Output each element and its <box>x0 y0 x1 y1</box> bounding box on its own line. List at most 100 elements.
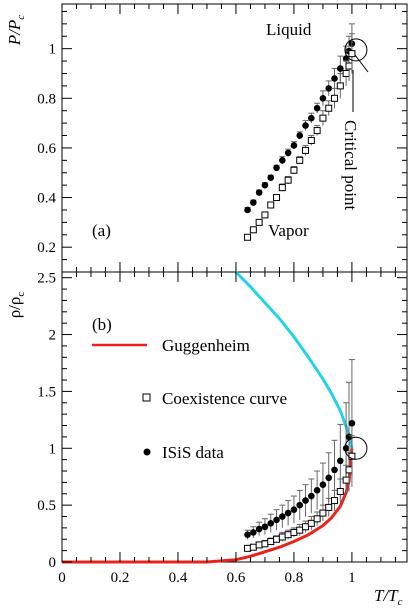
legend: Guggenheim Coexistence curve ISiS data <box>92 336 287 462</box>
coexistence-point <box>342 69 350 77</box>
isis-data-point <box>319 94 327 102</box>
isis-data-point <box>284 149 292 157</box>
coexistence-point <box>331 497 339 505</box>
coexistence-point <box>325 503 333 511</box>
svg-text:ρ/ρc: ρ/ρc <box>5 292 27 319</box>
y-tick-label: 2 <box>49 328 57 344</box>
critical-point-pointer <box>354 54 369 73</box>
coexistence-point <box>244 233 252 241</box>
y-tick-label: 2.5 <box>37 271 56 287</box>
coexistence-point <box>319 509 327 517</box>
coexistence-point <box>331 94 339 102</box>
y-tick-label: 0.4 <box>37 191 56 207</box>
isis-data-point <box>313 104 321 112</box>
isis-data-point <box>279 513 286 520</box>
coexistence-point <box>273 535 281 543</box>
y-tick-label: 1 <box>49 42 57 58</box>
isis-data-point <box>267 520 275 527</box>
coexistence-point <box>342 476 350 484</box>
coexistence-point <box>273 194 281 202</box>
svg-text:P/Pc: P/Pc <box>5 15 27 47</box>
isis-data-point <box>308 492 315 500</box>
coexistence-point <box>261 211 269 219</box>
y-tick-label: 0 <box>49 555 57 571</box>
coexistence-point <box>278 184 286 192</box>
isis-data-point <box>296 501 304 509</box>
y-tick-label: 0.6 <box>37 141 56 157</box>
coexistence-point <box>319 114 327 122</box>
svg-text:T/Tc: T/Tc <box>374 586 403 608</box>
coexistence-point <box>313 515 321 523</box>
isis-data-point <box>325 474 333 482</box>
panel-b-label: (b) <box>92 315 112 334</box>
isis-data-point <box>290 142 298 149</box>
legend-guggenheim-label: Guggenheim <box>162 336 250 355</box>
isis-data-point <box>261 523 269 531</box>
isis-data-point <box>250 199 257 206</box>
coexistence-point <box>307 519 315 527</box>
coexistence-point <box>325 104 333 112</box>
isis-data-point <box>337 65 344 72</box>
legend-isis-swatch <box>143 448 151 456</box>
isis-data-point <box>255 525 263 533</box>
coexistence-point <box>302 146 310 154</box>
coexistence-point <box>267 538 275 546</box>
x-tick-label: 1 <box>348 570 356 586</box>
coexistence-point <box>244 544 252 552</box>
coexistence-point <box>307 136 315 144</box>
critical-point-circle <box>344 38 368 62</box>
coexistence-point <box>255 218 263 226</box>
isis-data-point <box>308 114 315 122</box>
y-tick-label: 1.5 <box>37 384 56 400</box>
isis-data-point <box>279 157 286 164</box>
y-tick-label: 1 <box>49 441 57 457</box>
isis-data-point <box>250 529 257 536</box>
coexistence-point <box>284 531 292 539</box>
y-tick-label: 0.5 <box>37 498 56 514</box>
coexistence-point <box>267 201 275 209</box>
coexistence-point <box>249 226 257 234</box>
x-tick-label: 0.8 <box>285 570 304 586</box>
isis-data-point <box>290 506 298 513</box>
coexistence-point <box>336 82 344 90</box>
isis-data-point <box>273 516 280 524</box>
isis-data-point <box>331 466 338 474</box>
coexistence-point <box>284 176 292 184</box>
isis-data-point <box>273 164 280 172</box>
isis-data-point <box>313 487 321 494</box>
coexistence-point <box>345 466 353 474</box>
y-tick-label: 0.2 <box>37 240 56 256</box>
panel-a-pressure-plot: 0.2 0.4 0.6 0.8 1 (a) Liquid Vapor Critical … <box>5 3 408 273</box>
coexistence-point <box>255 541 263 549</box>
coexistence-point <box>302 523 310 531</box>
coexistence-point <box>313 127 321 135</box>
annotation-vapor: Vapor <box>268 221 309 240</box>
isis-data-point <box>342 444 350 452</box>
coexistence-point <box>348 50 356 58</box>
isis-data-point <box>348 419 356 427</box>
coexistence-point <box>261 540 269 548</box>
isis-data-point <box>255 189 263 196</box>
x-tick-label: 0 <box>58 570 66 586</box>
coexistence-point <box>290 528 298 536</box>
panel-b-density-plot: 0 0.2 0.4 0.6 0.8 1 0 0.5 1 1.5 2 2.5 (b) Guggenhei… <box>5 270 408 608</box>
isis-data-point <box>302 122 309 129</box>
isis-data-point <box>244 206 251 214</box>
panel-a-y-axis-title: P/Pc <box>5 15 27 47</box>
isis-data-point <box>319 481 327 488</box>
isis-data-point <box>267 174 275 182</box>
isis-data-point <box>244 531 251 539</box>
x-tick-label: 0.4 <box>169 570 188 586</box>
panel-b-x-axis-title: T/Tc <box>374 586 403 608</box>
isis-data-point <box>261 181 269 189</box>
coexistence-point <box>290 166 298 174</box>
coexistence-point <box>296 156 304 164</box>
coexistence-point <box>249 543 257 551</box>
legend-coexistence-label: Coexistence curve <box>162 389 287 408</box>
annotation-critical-point: Critical point <box>341 120 360 210</box>
isis-data-point <box>296 132 304 139</box>
isis-data-point <box>331 75 338 82</box>
isis-data-point <box>325 85 333 92</box>
liquid-branch-curve <box>234 270 354 449</box>
